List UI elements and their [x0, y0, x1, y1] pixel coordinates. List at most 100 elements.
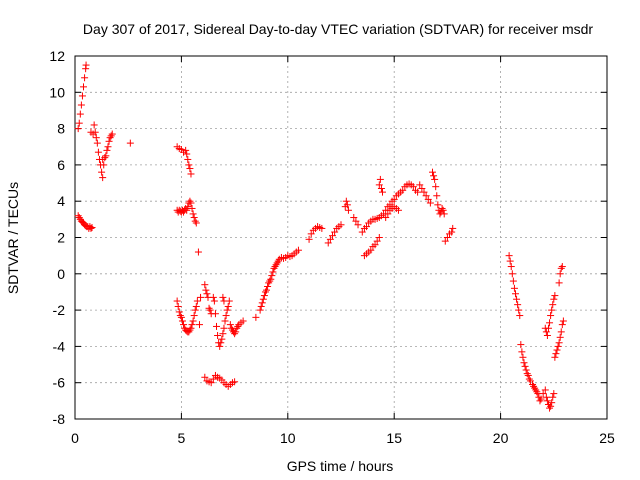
data-point: [183, 206, 191, 214]
data-point: [263, 286, 271, 294]
data-point: [519, 353, 527, 361]
data-point: [448, 228, 456, 236]
data-point: [532, 386, 540, 394]
data-point: [542, 393, 550, 401]
x-tick-label: 15: [386, 430, 402, 446]
data-point: [550, 390, 558, 398]
data-point: [223, 306, 231, 314]
data-point: [87, 224, 95, 232]
data-point: [449, 224, 457, 232]
data-point: [214, 332, 222, 340]
data-point: [377, 184, 385, 192]
data-point: [75, 214, 83, 222]
data-point: [424, 195, 432, 203]
data-point: [514, 301, 522, 309]
data-point: [556, 270, 564, 278]
data-point: [182, 146, 190, 154]
data-point: [530, 382, 538, 390]
data-point: [219, 330, 227, 338]
data-point: [509, 277, 517, 285]
data-point: [547, 402, 555, 410]
data-point: [239, 317, 247, 325]
data-point: [505, 252, 513, 260]
data-point: [390, 195, 398, 203]
data-point: [537, 395, 545, 403]
data-point: [218, 335, 226, 343]
data-point: [367, 246, 375, 254]
data-point: [180, 208, 188, 216]
data-point: [558, 321, 566, 329]
data-point: [98, 168, 106, 176]
data-point: [81, 74, 89, 82]
data-point: [343, 201, 351, 209]
data-point: [555, 279, 563, 287]
data-point: [219, 293, 227, 301]
data-point: [234, 322, 242, 330]
data-point: [257, 302, 265, 310]
data-point: [267, 275, 275, 283]
data-point: [82, 61, 90, 69]
data-point: [507, 263, 515, 271]
data-point: [531, 384, 539, 392]
data-point: [106, 134, 114, 142]
data-point: [371, 241, 379, 249]
data-point: [515, 306, 523, 314]
data-point: [91, 128, 99, 136]
data-point: [105, 137, 113, 145]
data-point: [233, 324, 241, 332]
data-point: [126, 139, 134, 147]
y-tick-label: 8: [57, 121, 65, 137]
data-point: [418, 184, 426, 192]
data-point: [551, 353, 559, 361]
data-point: [80, 83, 88, 91]
data-point: [269, 268, 277, 276]
data-point: [194, 248, 202, 256]
data-point: [231, 378, 239, 386]
y-tick-label: 10: [49, 84, 65, 100]
x-tick-label: 25: [599, 430, 615, 446]
data-point: [99, 174, 107, 182]
data-point: [430, 172, 438, 180]
data-point: [337, 221, 345, 229]
data-point: [433, 192, 441, 200]
data-point: [543, 397, 551, 405]
data-point: [363, 223, 371, 231]
data-point: [548, 306, 556, 314]
data-point: [544, 324, 552, 332]
data-point: [358, 228, 366, 236]
data-point: [77, 101, 85, 109]
data-point: [350, 214, 358, 222]
data-point: [399, 186, 407, 194]
data-point: [197, 293, 205, 301]
data-point: [273, 259, 281, 267]
data-point: [185, 328, 193, 336]
data-point: [426, 199, 434, 207]
data-point: [177, 313, 185, 321]
data-point: [307, 230, 315, 238]
data-point: [559, 317, 567, 325]
data-point: [270, 264, 278, 272]
data-point: [441, 237, 449, 245]
data-point: [203, 290, 211, 298]
data-point: [201, 281, 209, 289]
y-tick-label: 0: [57, 266, 65, 282]
data-point: [94, 148, 102, 156]
data-point: [187, 170, 195, 178]
data-point: [518, 348, 526, 356]
data-point: [318, 224, 326, 232]
data-point: [555, 339, 563, 347]
x-tick-label: 5: [178, 430, 186, 446]
data-point: [175, 308, 183, 316]
data-point: [90, 121, 98, 129]
y-tick-label: 6: [57, 157, 65, 173]
data-point: [261, 288, 269, 296]
y-axis-label: SDTVAR / TECUs: [5, 182, 21, 294]
data-point: [547, 312, 555, 320]
data-point: [522, 366, 530, 374]
data-point: [189, 317, 197, 325]
y-tick-label: 12: [49, 48, 65, 64]
data-point: [549, 393, 557, 401]
data-point: [183, 150, 191, 158]
data-point: [231, 330, 239, 338]
x-tick-label: 10: [280, 430, 296, 446]
